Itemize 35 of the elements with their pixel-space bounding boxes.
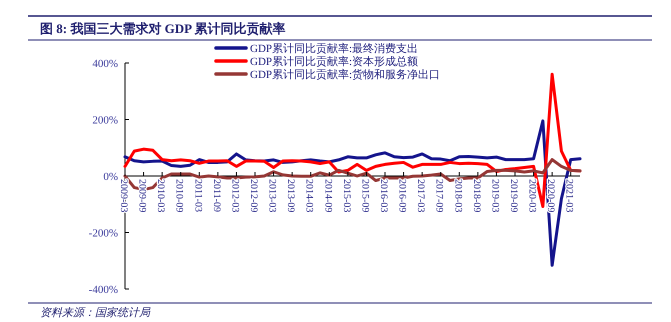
x-tick-label: 2016-09 [396, 179, 408, 212]
legend-label: GDP累计同比贡献率:货物和服务净出口 [250, 68, 440, 81]
x-tick-label: 2012-03 [229, 179, 240, 212]
x-tick-label: 2014-03 [304, 179, 315, 212]
x-tick-label: 2017-09 [434, 179, 445, 212]
y-tick-label: 200% [92, 114, 118, 126]
legend-label: GDP累计同比贡献率:最终消费支出 [250, 42, 418, 55]
x-tick-label: 2009-09 [136, 179, 148, 212]
x-tick-label: 2009-03 [118, 179, 129, 212]
x-tick-label: 2019-03 [489, 179, 500, 212]
y-tick-label: -400% [88, 284, 118, 296]
x-tick-label: 2010-03 [155, 179, 166, 212]
x-tick-label: 2020-03 [526, 179, 538, 212]
y-tick-label: 400% [92, 58, 118, 70]
x-tick-label: 2010-09 [174, 179, 185, 212]
x-tick-label: 2018-03 [452, 179, 464, 212]
x-tick-label: 2018-09 [470, 179, 482, 212]
y-tick-label: 0% [103, 171, 118, 183]
x-tick-label: 2017-03 [415, 179, 426, 212]
x-tick-label: 2015-03 [340, 179, 352, 212]
x-tick-label: 2020-09 [545, 179, 556, 212]
y-tick-label: -200% [88, 228, 118, 240]
x-tick-label: 2019-09 [508, 179, 519, 212]
chart-title: 图 8: 我国三大需求对 GDP 累计同比贡献率 [40, 21, 286, 36]
x-tick-label: 2013-03 [266, 179, 278, 212]
x-tick-label: 2011-09 [210, 179, 222, 212]
x-tick-label: 2011-03 [192, 179, 204, 212]
x-tick-label: 2014-09 [322, 179, 334, 212]
x-tick-label: 2012-09 [248, 179, 259, 212]
x-tick-label: 2016-03 [378, 179, 389, 212]
x-tick-label: 2015-09 [359, 179, 370, 212]
x-tick-label: 2013-09 [285, 179, 296, 212]
x-tick-label: 2021-03 [564, 179, 575, 212]
legend-label: GDP累计同比贡献率:资本形成总额 [250, 55, 418, 68]
text: 资料来源：国家统计局 [40, 306, 151, 319]
